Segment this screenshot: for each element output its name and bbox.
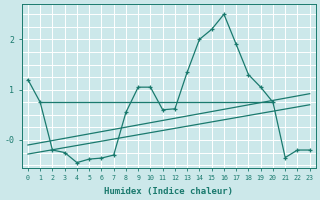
X-axis label: Humidex (Indice chaleur): Humidex (Indice chaleur) bbox=[104, 187, 233, 196]
